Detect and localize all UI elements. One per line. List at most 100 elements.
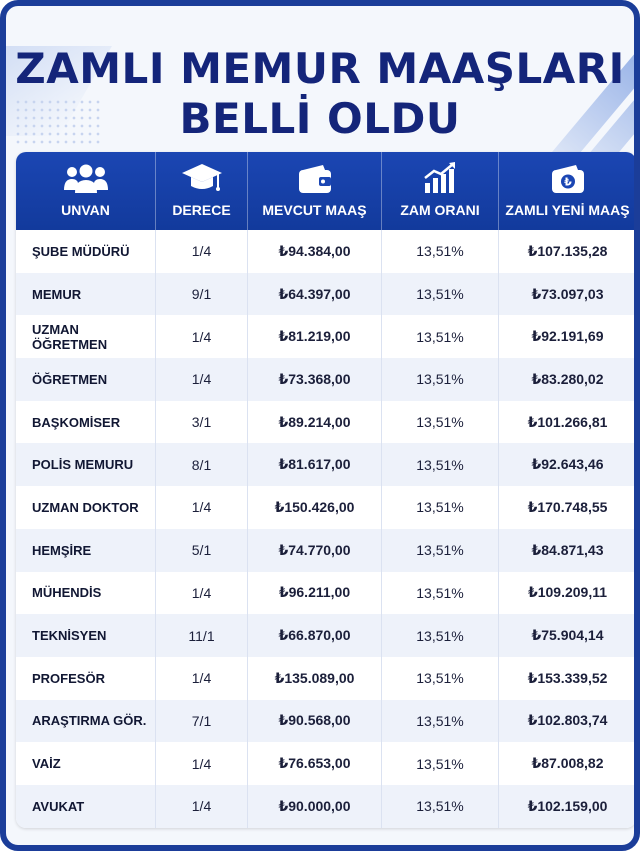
cell-mevcut-maas: ₺74.770,00 — [248, 528, 382, 572]
cell-derece: 1/4 — [156, 656, 248, 700]
cell-mevcut-maas: ₺76.653,00 — [248, 742, 382, 785]
cell-derece: 1/4 — [156, 358, 248, 401]
table-row: MÜHENDİS 1/4 ₺96.211,00 13,51% ₺109.209,11 — [16, 571, 634, 615]
cell-zam-orani: 13,51% — [382, 699, 499, 743]
cell-derece: 1/4 — [156, 486, 248, 529]
cell-zam-orani: 13,51% — [382, 656, 499, 700]
table-row: VAİZ 1/4 ₺76.653,00 13,51% ₺87.008,82 — [16, 742, 634, 785]
table-row: PROFESÖR 1/4 ₺135.089,00 13,51% ₺153.339,52 — [16, 656, 634, 700]
table-row: ŞUBE MÜDÜRÜ 1/4 ₺94.384,00 13,51% ₺107.135,2… — [16, 230, 634, 273]
cell-zam-orani: 13,51% — [382, 784, 499, 828]
table-body: ŞUBE MÜDÜRÜ 1/4 ₺94.384,00 13,51% ₺107.135,2… — [16, 230, 634, 828]
people-group-icon — [63, 160, 109, 194]
cell-mevcut-maas: ₺90.000,00 — [248, 784, 382, 828]
cell-unvan: AVUKAT — [16, 784, 156, 828]
salary-table: UNVAN DERECE — [16, 152, 634, 828]
cell-zam-orani: 13,51% — [382, 272, 499, 316]
header-derece: DERECE — [156, 152, 248, 230]
header-yeni-label: ZAMLI YENİ MAAŞ — [505, 202, 630, 218]
header-unvan: UNVAN — [16, 152, 156, 230]
cell-derece: 1/4 — [156, 742, 248, 785]
cell-unvan: BAŞKOMİSER — [16, 400, 156, 444]
header-unvan-label: UNVAN — [61, 202, 110, 218]
header-yeni: ₺ ZAMLI YENİ MAAŞ — [499, 152, 634, 230]
graduation-cap-icon — [181, 160, 223, 194]
cell-yeni-maas: ₺101.266,81 — [527, 413, 608, 430]
cell-yeni-maas: ₺92.191,69 — [531, 328, 604, 345]
cell-derece: 1/4 — [156, 315, 248, 359]
bar-chart-growth-icon — [422, 160, 458, 194]
cell-yeni-maas: ₺102.159,00 — [527, 797, 608, 814]
cell-yeni-maas: ₺107.135,28 — [527, 242, 608, 259]
cell-yeni-maas: ₺84.871,43 — [531, 541, 604, 558]
table-row: AVUKAT 1/4 ₺90.000,00 13,51% ₺102.159,00 — [16, 784, 634, 828]
cell-mevcut-maas: ₺64.397,00 — [248, 272, 382, 316]
cell-derece: 11/1 — [156, 614, 248, 657]
cell-mevcut-maas: ₺96.211,00 — [248, 571, 382, 615]
header-oran: ZAM ORANI — [382, 152, 499, 230]
cell-unvan: ARAŞTIRMA GÖR. — [16, 699, 156, 743]
cell-unvan: PROFESÖR — [16, 656, 156, 700]
title-line-1: ZAMLI MEMUR MAAŞLARI — [15, 44, 625, 93]
cell-unvan: TEKNİSYEN — [16, 614, 156, 657]
cell-zam-orani: 13,51% — [382, 742, 499, 785]
cell-unvan: ÖĞRETMEN — [16, 358, 156, 401]
title-line-2: BELLİ OLDU — [179, 94, 461, 143]
table-row: MEMUR 9/1 ₺64.397,00 13,51% ₺73.097,03 — [16, 272, 634, 316]
header-mevcut-label: MEVCUT MAAŞ — [262, 202, 367, 218]
cell-yeni-maas: ₺92.643,46 — [531, 456, 604, 473]
cell-mevcut-maas: ₺66.870,00 — [248, 614, 382, 657]
cell-yeni-maas: ₺102.803,74 — [527, 712, 608, 729]
cell-zam-orani: 13,51% — [382, 230, 499, 273]
cell-unvan: UZMAN DOKTOR — [16, 486, 156, 529]
cell-zam-orani: 13,51% — [382, 400, 499, 444]
header-oran-label: ZAM ORANI — [400, 202, 480, 218]
cell-mevcut-maas: ₺73.368,00 — [248, 358, 382, 401]
cell-yeni-maas: ₺170.748,55 — [527, 498, 608, 515]
cell-unvan: VAİZ — [16, 742, 156, 785]
cell-unvan: MÜHENDİS — [16, 571, 156, 615]
cell-zam-orani: 13,51% — [382, 571, 499, 615]
header-derece-label: DERECE — [172, 202, 231, 218]
cell-yeni-maas: ₺75.904,14 — [531, 627, 604, 644]
cell-zam-orani: 13,51% — [382, 358, 499, 401]
header-mevcut: MEVCUT MAAŞ — [248, 152, 382, 230]
page-title: ZAMLI MEMUR MAAŞLARI BELLİ OLDU — [6, 44, 634, 144]
table-row: ÖĞRETMEN 1/4 ₺73.368,00 13,51% ₺83.280,02 — [16, 358, 634, 401]
cell-zam-orani: 13,51% — [382, 315, 499, 359]
table-row: UZMAN DOKTOR 1/4 ₺150.426,00 13,51% ₺170.748… — [16, 486, 634, 529]
cell-zam-orani: 13,51% — [382, 486, 499, 529]
cell-zam-orani: 13,51% — [382, 443, 499, 487]
cell-unvan: ŞUBE MÜDÜRÜ — [16, 230, 156, 273]
cell-zam-orani: 13,51% — [382, 528, 499, 572]
table-row: BAŞKOMİSER 3/1 ₺89.214,00 13,51% ₺101.266,81 — [16, 400, 634, 444]
cell-mevcut-maas: ₺94.384,00 — [248, 230, 382, 273]
cell-derece: 5/1 — [156, 528, 248, 572]
cell-derece: 8/1 — [156, 443, 248, 487]
cell-mevcut-maas: ₺135.089,00 — [248, 656, 382, 700]
cell-unvan: HEMŞİRE — [16, 528, 156, 572]
cell-derece: 7/1 — [156, 699, 248, 743]
cell-unvan: UZMAN ÖĞRETMEN — [16, 315, 156, 359]
cell-yeni-maas: ₺73.097,03 — [531, 285, 604, 302]
cell-yeni-maas: ₺153.339,52 — [527, 669, 608, 686]
cell-mevcut-maas: ₺89.214,00 — [248, 400, 382, 444]
cell-mevcut-maas: ₺150.426,00 — [248, 486, 382, 529]
table-header: UNVAN DERECE — [16, 152, 634, 230]
cell-zam-orani: 13,51% — [382, 614, 499, 657]
cell-derece: 3/1 — [156, 400, 248, 444]
table-row: HEMŞİRE 5/1 ₺74.770,00 13,51% ₺84.871,43 — [16, 528, 634, 572]
cell-derece: 9/1 — [156, 272, 248, 316]
cell-derece: 1/4 — [156, 230, 248, 273]
svg-text:₺: ₺ — [564, 176, 572, 189]
cell-derece: 1/4 — [156, 784, 248, 828]
lira-wallet-icon: ₺ — [550, 160, 586, 194]
cell-yeni-maas: ₺109.209,11 — [527, 584, 608, 601]
cell-derece: 1/4 — [156, 571, 248, 615]
table-row: TEKNİSYEN 11/1 ₺66.870,00 13,51% ₺75.904,14 — [16, 614, 634, 657]
cell-unvan: MEMUR — [16, 272, 156, 316]
cell-yeni-maas: ₺87.008,82 — [531, 755, 604, 772]
table-row: POLİS MEMURU 8/1 ₺81.617,00 13,51% ₺92.643,4… — [16, 443, 634, 487]
wallet-icon — [297, 160, 333, 194]
